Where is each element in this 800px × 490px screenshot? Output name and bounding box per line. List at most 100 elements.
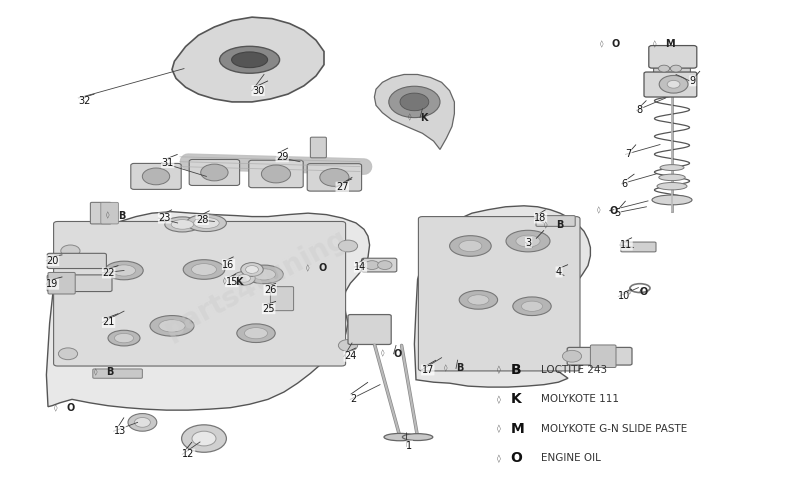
Text: K: K bbox=[420, 113, 427, 122]
Text: ◊: ◊ bbox=[628, 288, 631, 295]
Circle shape bbox=[365, 261, 379, 270]
FancyBboxPatch shape bbox=[644, 72, 697, 97]
FancyBboxPatch shape bbox=[249, 160, 303, 188]
Text: ◊: ◊ bbox=[444, 365, 447, 372]
Text: 20: 20 bbox=[46, 256, 58, 266]
Circle shape bbox=[378, 261, 392, 270]
Text: 11: 11 bbox=[620, 240, 632, 250]
Text: 14: 14 bbox=[354, 262, 366, 272]
Text: ◊: ◊ bbox=[497, 395, 500, 404]
Text: 6: 6 bbox=[622, 179, 628, 189]
Text: K: K bbox=[235, 277, 242, 287]
Ellipse shape bbox=[660, 165, 684, 171]
Text: O: O bbox=[612, 39, 620, 49]
Text: O: O bbox=[66, 403, 74, 413]
Polygon shape bbox=[414, 206, 590, 387]
Text: B: B bbox=[106, 368, 114, 377]
Circle shape bbox=[58, 348, 78, 360]
FancyBboxPatch shape bbox=[54, 221, 346, 366]
FancyBboxPatch shape bbox=[190, 159, 240, 185]
FancyBboxPatch shape bbox=[536, 216, 575, 226]
Ellipse shape bbox=[652, 195, 692, 205]
Text: 3: 3 bbox=[526, 238, 532, 247]
Ellipse shape bbox=[194, 218, 219, 228]
Text: 5: 5 bbox=[614, 208, 621, 218]
Text: O: O bbox=[610, 206, 618, 216]
Text: ◊: ◊ bbox=[654, 41, 657, 48]
Text: 7: 7 bbox=[626, 149, 632, 159]
Ellipse shape bbox=[513, 297, 551, 316]
Ellipse shape bbox=[108, 330, 140, 346]
Circle shape bbox=[238, 274, 250, 282]
Ellipse shape bbox=[150, 316, 194, 336]
FancyBboxPatch shape bbox=[621, 242, 656, 252]
Text: 18: 18 bbox=[534, 213, 546, 223]
Circle shape bbox=[201, 164, 228, 181]
Ellipse shape bbox=[158, 319, 186, 332]
FancyBboxPatch shape bbox=[101, 202, 118, 224]
FancyBboxPatch shape bbox=[649, 46, 697, 68]
FancyBboxPatch shape bbox=[48, 272, 75, 294]
FancyBboxPatch shape bbox=[348, 315, 391, 344]
Circle shape bbox=[658, 65, 670, 72]
Text: 10: 10 bbox=[618, 292, 630, 301]
Text: 4: 4 bbox=[556, 267, 562, 277]
Text: MOLYKOTE 111: MOLYKOTE 111 bbox=[541, 394, 619, 404]
Ellipse shape bbox=[657, 183, 687, 190]
Text: LOCTITE 243: LOCTITE 243 bbox=[541, 365, 607, 375]
Circle shape bbox=[389, 86, 440, 118]
Ellipse shape bbox=[253, 269, 275, 280]
Text: ◊: ◊ bbox=[382, 350, 385, 357]
Ellipse shape bbox=[165, 217, 200, 232]
Text: 25: 25 bbox=[262, 304, 275, 314]
FancyBboxPatch shape bbox=[567, 347, 632, 365]
Circle shape bbox=[134, 417, 150, 427]
Text: 1: 1 bbox=[406, 441, 413, 451]
Circle shape bbox=[61, 245, 80, 257]
Text: 17: 17 bbox=[422, 365, 434, 375]
Ellipse shape bbox=[506, 230, 550, 252]
Text: ◊: ◊ bbox=[408, 114, 411, 121]
Text: 22: 22 bbox=[102, 268, 115, 278]
Circle shape bbox=[659, 75, 688, 93]
Ellipse shape bbox=[245, 265, 283, 284]
Text: O: O bbox=[510, 451, 522, 465]
Text: O: O bbox=[394, 349, 402, 359]
Circle shape bbox=[400, 93, 429, 111]
FancyBboxPatch shape bbox=[654, 67, 690, 81]
Text: ◊: ◊ bbox=[497, 366, 500, 374]
Circle shape bbox=[246, 266, 258, 273]
Text: B: B bbox=[456, 364, 463, 373]
Ellipse shape bbox=[459, 291, 498, 309]
Circle shape bbox=[562, 350, 582, 362]
Text: B: B bbox=[118, 211, 126, 220]
Ellipse shape bbox=[183, 260, 225, 279]
Text: MOLYKOTE G-N SLIDE PASTE: MOLYKOTE G-N SLIDE PASTE bbox=[541, 424, 687, 434]
Polygon shape bbox=[374, 74, 454, 149]
Text: B: B bbox=[556, 220, 563, 230]
Ellipse shape bbox=[171, 220, 194, 229]
Text: 13: 13 bbox=[114, 426, 126, 436]
Ellipse shape bbox=[114, 333, 134, 343]
Text: O: O bbox=[318, 263, 326, 273]
Polygon shape bbox=[172, 17, 324, 102]
Ellipse shape bbox=[219, 46, 280, 74]
Circle shape bbox=[182, 425, 226, 452]
Text: ◊: ◊ bbox=[497, 454, 500, 463]
FancyBboxPatch shape bbox=[418, 217, 580, 371]
Polygon shape bbox=[46, 212, 370, 410]
Ellipse shape bbox=[459, 240, 482, 252]
FancyBboxPatch shape bbox=[362, 258, 397, 272]
Text: O: O bbox=[640, 287, 648, 296]
Text: 15: 15 bbox=[226, 277, 238, 287]
Ellipse shape bbox=[659, 174, 685, 181]
Circle shape bbox=[262, 165, 290, 183]
Ellipse shape bbox=[450, 236, 491, 256]
Text: K: K bbox=[510, 392, 521, 406]
Text: 2: 2 bbox=[350, 394, 357, 404]
Circle shape bbox=[128, 414, 157, 431]
Text: 32: 32 bbox=[78, 97, 90, 106]
FancyBboxPatch shape bbox=[590, 345, 616, 368]
Ellipse shape bbox=[245, 328, 267, 339]
Text: ◊: ◊ bbox=[54, 405, 58, 412]
